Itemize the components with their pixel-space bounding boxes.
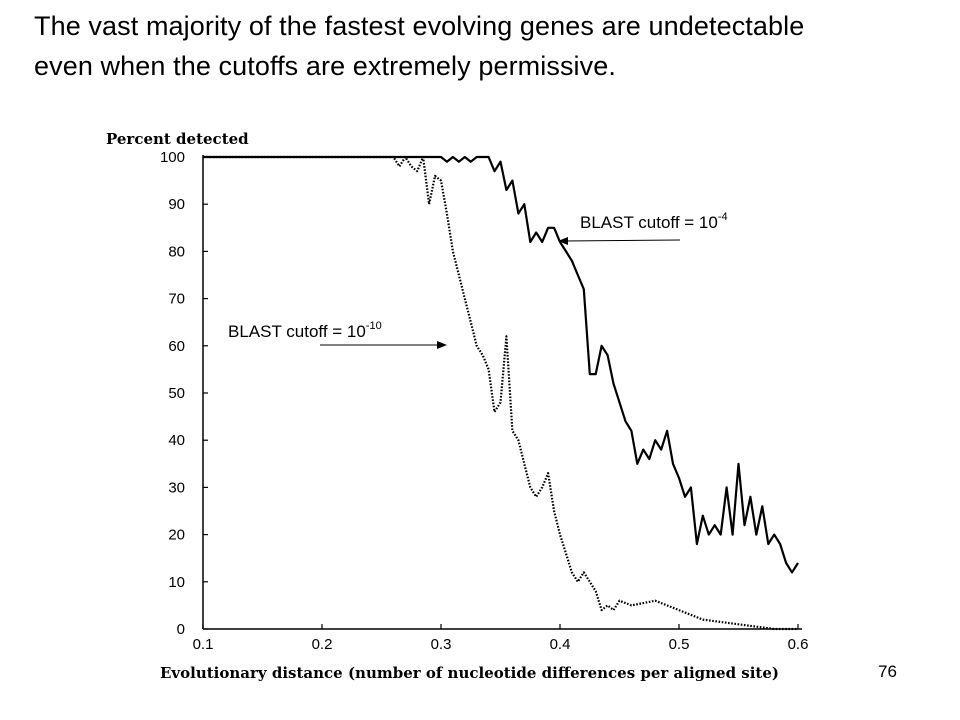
x-tick-label: 0.1 [193,636,214,653]
y-tick-label: 100 [160,149,185,166]
y-axis-label: Percent detected [106,130,249,148]
annotation-superscript: -4 [718,211,728,223]
y-tick-label: 50 [168,385,185,402]
x-tick-label: 0.5 [669,636,690,653]
annotation-text: BLAST cutoff = 10 [228,322,366,341]
y-tick-label: 70 [168,291,185,308]
slide-title-line-1: The vast majority of the fastest evolvin… [34,11,805,41]
x-tick-label: 0.4 [550,636,571,653]
y-tick-label: 30 [168,479,185,496]
annotation-cutoff-1e-4: BLAST cutoff = 10-4 [580,211,728,232]
x-tick-label: 0.6 [788,636,809,653]
annotation-cutoff-1e-10: BLAST cutoff = 10-10 [228,320,382,341]
annotation-arrowhead [437,341,447,349]
y-tick-label: 20 [168,527,185,544]
annotation-arrow-line [563,239,681,242]
slide-title-line-2: even when the cutoffs are extremely perm… [34,51,616,81]
slide-title: The vast majority of the fastest evolvin… [34,6,939,86]
x-axis-label: Evolutionary distance (number of nucleot… [160,664,779,682]
series-line-cutoff-1e-10 [203,155,798,631]
y-tick-label: 80 [168,243,185,260]
x-tick-label: 0.2 [312,636,333,653]
annotation-arrowhead [558,237,568,245]
y-tick-label: 60 [168,338,185,355]
x-tick-label: 0.3 [431,636,452,653]
annotation-superscript: -10 [366,320,382,332]
annotation-text: BLAST cutoff = 10 [580,213,718,232]
chart-series [203,155,799,631]
chart-axes: 0 10 20 30 40 50 60 70 80 90 100 0.1 0.2 0.3 0.4 0.5 0.6 [160,149,808,653]
series-line-cutoff-1e-4 [203,155,799,574]
y-tick-label: 10 [168,574,185,591]
y-tick-label: 0 [177,621,185,638]
y-tick-label: 90 [168,196,185,213]
page-number: 76 [878,662,897,681]
y-tick-label: 40 [168,432,185,449]
